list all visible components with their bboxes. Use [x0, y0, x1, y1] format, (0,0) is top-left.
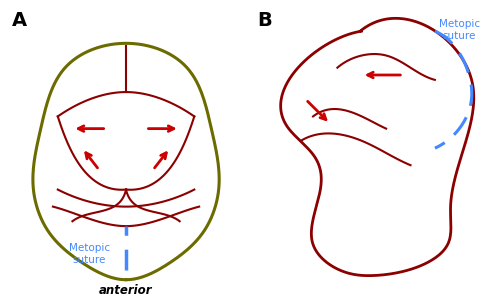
Text: Metopic
suture: Metopic suture — [438, 19, 480, 40]
Text: anterior: anterior — [100, 284, 153, 297]
Text: A: A — [12, 11, 26, 30]
Text: Metopic
suture: Metopic suture — [69, 243, 110, 265]
Text: B: B — [257, 11, 272, 30]
